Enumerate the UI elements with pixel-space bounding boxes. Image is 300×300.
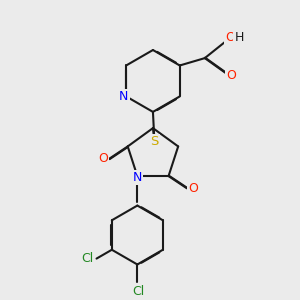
Text: N: N [119, 90, 128, 103]
Text: O: O [225, 31, 235, 44]
Text: H: H [235, 31, 244, 44]
Text: Cl: Cl [133, 284, 145, 298]
Text: O: O [188, 182, 198, 195]
Text: O: O [226, 69, 236, 82]
Text: N: N [133, 171, 142, 184]
Text: Cl: Cl [82, 252, 94, 265]
Text: S: S [150, 135, 159, 148]
Text: O: O [98, 152, 108, 165]
